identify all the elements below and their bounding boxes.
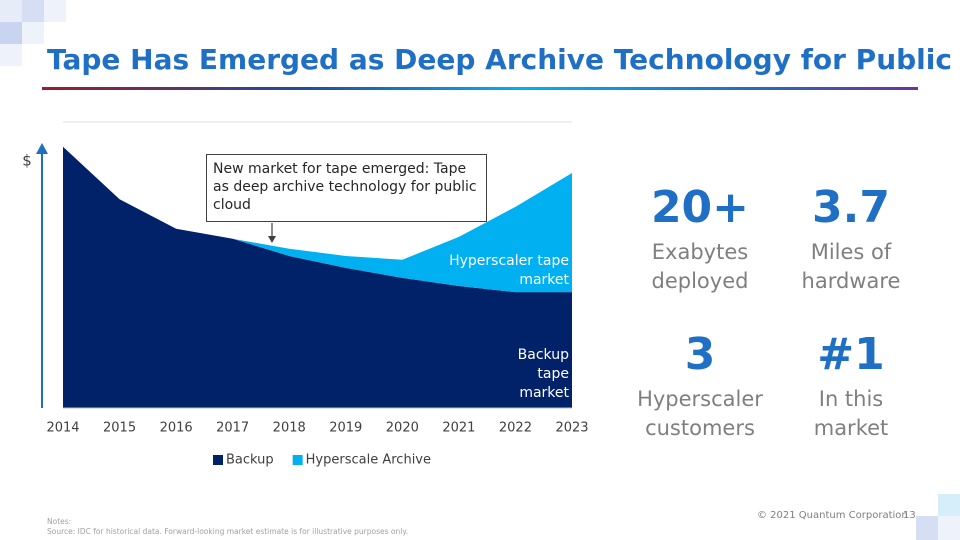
area-label: Hyperscaler tape market bbox=[449, 253, 569, 288]
x-tick-label: 2018 bbox=[273, 421, 306, 436]
arrow-head bbox=[36, 143, 48, 154]
stat-label: Exabytes deployed bbox=[651, 240, 749, 293]
stat-value: 20+ bbox=[650, 182, 750, 233]
stat-value: #1 bbox=[817, 329, 885, 380]
arrow-head bbox=[268, 236, 276, 243]
copyright: © 2021 Quantum Corporation bbox=[757, 510, 908, 521]
legend-label: Hyperscale Archive bbox=[306, 453, 431, 468]
area-label: Backup tape market bbox=[517, 347, 569, 401]
x-tick-label: 2016 bbox=[160, 421, 193, 436]
annotation: New market for tape emerged: Tape as dee… bbox=[206, 154, 487, 222]
stat-label: Hyperscaler customers bbox=[637, 387, 763, 440]
notes: Notes: bbox=[47, 517, 71, 526]
chart: 2014 2015 2016 2017 2018 2019 2020 2021 2022 2023… bbox=[22, 121, 589, 468]
area bbox=[232, 173, 572, 293]
slide-title: Tape Has Emerged as Deep Archive Technol… bbox=[47, 43, 960, 76]
x-tick-label: 2023 bbox=[555, 421, 588, 436]
title-rule bbox=[42, 87, 918, 90]
legend-label: Backup bbox=[226, 453, 274, 468]
x-tick-label: 2014 bbox=[46, 421, 79, 436]
legend-swatch bbox=[292, 455, 303, 465]
x-tick-label: 2022 bbox=[499, 421, 532, 436]
stat-label: Miles of hardware bbox=[801, 240, 901, 293]
source: Source: IDC for historical data. Forward… bbox=[47, 527, 408, 536]
stat: 3.7 Miles of hardware bbox=[776, 182, 926, 296]
x-tick-label: 2020 bbox=[386, 421, 419, 436]
x-tick-label: 2015 bbox=[103, 421, 136, 436]
stat: 20+ Exabytes deployed bbox=[625, 182, 775, 296]
y-axis-label: $ bbox=[22, 152, 32, 170]
area bbox=[63, 146, 572, 408]
stat: #1 In this market bbox=[776, 329, 926, 443]
stat-value: 3.7 bbox=[812, 182, 890, 233]
x-tick-label: 2019 bbox=[329, 421, 362, 436]
page-number: 13 bbox=[903, 510, 916, 521]
stat-label: In this market bbox=[813, 387, 889, 440]
stat: 3 Hyperscaler customers bbox=[625, 329, 775, 443]
stat-value: 3 bbox=[684, 329, 716, 380]
x-tick-label: 2021 bbox=[442, 421, 475, 436]
legend-swatch bbox=[213, 455, 223, 465]
x-tick-label: 2017 bbox=[216, 421, 249, 436]
